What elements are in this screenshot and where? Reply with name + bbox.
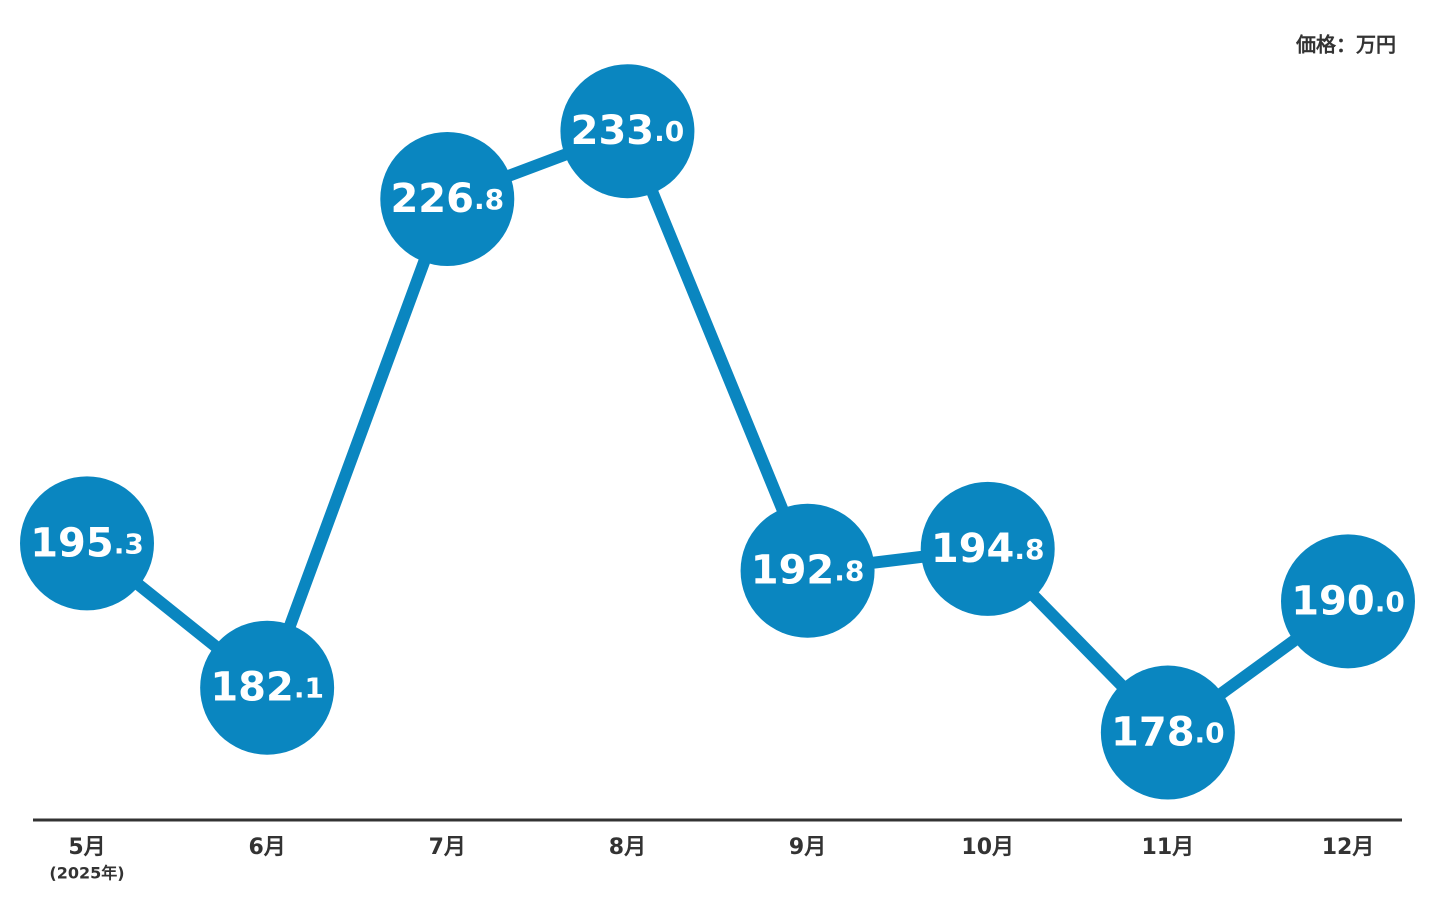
data-label: 233.0 xyxy=(571,108,685,154)
label-int: 226 xyxy=(390,176,474,222)
data-label: 226.8 xyxy=(390,176,504,222)
data-label: 195.3 xyxy=(30,520,144,566)
data-label: 192.8 xyxy=(751,548,865,594)
label-int: 182 xyxy=(210,665,294,711)
label-int: 190 xyxy=(1291,578,1375,624)
x-tick-label: 6月 xyxy=(248,835,285,860)
data-label: 178.0 xyxy=(1111,710,1225,756)
x-tick-label: 10月 xyxy=(961,835,1014,860)
label-dec: .1 xyxy=(294,672,324,705)
x-tick-label: 11月 xyxy=(1142,835,1195,860)
category-note: (2025年) xyxy=(49,864,124,883)
point xyxy=(20,476,154,611)
label-int: 194 xyxy=(931,526,1015,572)
label-dec: .8 xyxy=(834,555,864,588)
point xyxy=(200,620,335,755)
label-int: 178 xyxy=(1111,710,1195,756)
data-label: 190.0 xyxy=(1291,578,1405,624)
data-label: 182.1 xyxy=(210,665,324,711)
label-dec: .0 xyxy=(1375,585,1405,618)
label-dec: .8 xyxy=(1014,533,1044,566)
unit-label: 価格：万円 xyxy=(1295,33,1396,57)
label-int: 233 xyxy=(571,108,655,154)
point xyxy=(560,64,695,199)
data-label: 194.8 xyxy=(931,526,1045,572)
label-dec: .8 xyxy=(474,183,504,216)
label-int: 195 xyxy=(30,520,114,566)
point xyxy=(380,131,515,266)
point xyxy=(920,481,1055,616)
label-dec: .0 xyxy=(654,115,684,148)
x-tick-label: 5月 xyxy=(68,835,105,860)
label-int: 192 xyxy=(751,548,835,594)
x-tick-label: 8月 xyxy=(609,835,646,860)
label-dec: .3 xyxy=(114,527,144,560)
label-dec: .0 xyxy=(1195,717,1225,750)
x-tick-label: 7月 xyxy=(429,835,466,860)
point xyxy=(740,503,875,638)
x-tick-label: 9月 xyxy=(789,835,826,860)
x-tick-label: 12月 xyxy=(1322,835,1375,860)
point xyxy=(1281,534,1415,669)
point xyxy=(1100,665,1235,800)
